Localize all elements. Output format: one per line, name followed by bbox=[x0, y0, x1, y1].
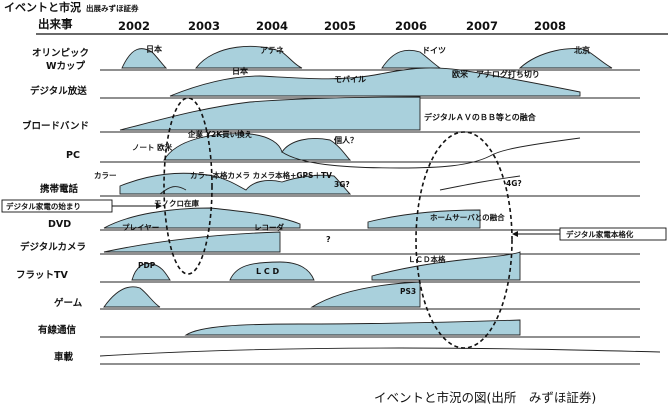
year-label: 2005 bbox=[324, 19, 356, 33]
ellipse-digital-home-start bbox=[163, 97, 213, 275]
row-label-automotive: 車載 bbox=[54, 351, 74, 363]
flat-tv-lcd-full-curve bbox=[371, 251, 521, 281]
flat-tv-pdp-curve bbox=[131, 263, 171, 281]
automotive-line bbox=[99, 347, 661, 357]
row-label-game: ゲーム bbox=[54, 297, 83, 309]
pc-note-label: ノート 欧米 bbox=[132, 142, 173, 152]
year-label: 2003 bbox=[188, 19, 220, 33]
mobile-phone-curve bbox=[119, 172, 352, 195]
phone-4g-label: 4G? bbox=[506, 179, 522, 188]
ellipse-digital-home-full bbox=[415, 131, 513, 349]
dvd-player-curve bbox=[103, 207, 301, 229]
diagram-subtitle: 出展みずほ証券 bbox=[86, 3, 139, 13]
row-label-dvd: DVD bbox=[48, 219, 71, 230]
digital-broadcast-curve bbox=[169, 67, 581, 97]
broadband-curve bbox=[119, 96, 421, 131]
phone-3g-label: 3G? bbox=[334, 180, 350, 189]
year-label: 2007 bbox=[466, 19, 498, 33]
callout-left-arrowhead bbox=[156, 203, 162, 209]
tv-pdp-label: PDP bbox=[138, 261, 156, 270]
dvd-home-curve bbox=[367, 209, 481, 229]
wired-curve bbox=[184, 319, 521, 336]
game-curve-early bbox=[103, 286, 161, 308]
row-label-digital-camera: デジタルカメラ bbox=[20, 241, 86, 253]
digital-japan-label: 日本 bbox=[232, 66, 248, 76]
game-ps3-label: PS3 bbox=[400, 287, 416, 296]
year-label: 2004 bbox=[256, 19, 288, 33]
row-label-worldcup: Wカップ bbox=[46, 60, 85, 72]
phone-mono-label: モノクロ在庫 bbox=[154, 198, 199, 208]
diagram-title: イベントと市況 bbox=[4, 0, 81, 14]
camera-question-label: ? bbox=[326, 235, 331, 244]
row-label-pc: PC bbox=[66, 150, 80, 161]
olympic-2004-label: アテネ bbox=[260, 45, 284, 55]
olympic-hump-2004 bbox=[195, 45, 303, 69]
year-label: 2006 bbox=[395, 19, 427, 33]
flat-tv-lcd-curve bbox=[229, 261, 315, 281]
tv-lcd-label: L C D bbox=[256, 267, 280, 276]
year-label: 2002 bbox=[118, 19, 150, 33]
column-label: 出来事 bbox=[38, 17, 73, 31]
row-label-broadband: ブロードバンド bbox=[22, 120, 89, 132]
broadband-label: デジタルＡＶのＢＢ等との融合 bbox=[424, 112, 537, 122]
callout-right-label: デジタル家電本格化 bbox=[566, 229, 634, 239]
row-label-mobile-phone: 携帯電話 bbox=[40, 183, 79, 195]
diagram-caption: イベントと市況の図(出所 みずほ証券) bbox=[374, 390, 596, 405]
row-label-digital-broadcast: デジタル放送 bbox=[30, 85, 87, 97]
mobile-phone-dip bbox=[159, 186, 187, 195]
pc-trend-line bbox=[281, 137, 581, 169]
olympic-hump-2002 bbox=[121, 48, 168, 69]
olympic-2006-label: ドイツ bbox=[422, 46, 446, 55]
digital-camera-curve bbox=[103, 231, 281, 253]
dvd-recorder-label: レコーダ bbox=[254, 222, 284, 232]
phone-camera-label: カラー本格カメラ カメラ本格+GPS＋TV bbox=[190, 170, 332, 180]
digital-mobile-label: モバイル bbox=[334, 75, 366, 84]
pc-personal-label: 個人？ bbox=[333, 135, 358, 145]
pc-y2k-label: 企業 Y2K買い換え bbox=[187, 129, 252, 139]
dvd-player-label: プレイヤー bbox=[122, 222, 159, 232]
digital-analog-label: 欧米 アナログ打ち切り bbox=[452, 69, 540, 79]
row-label-olympic: オリンピック bbox=[32, 47, 89, 59]
callout-left-label: デジタル家電の始まり bbox=[6, 201, 81, 211]
dvd-home-label: ホームサーバとの融合 bbox=[430, 212, 505, 222]
year-label: 2008 bbox=[534, 19, 566, 33]
callout-right-arrowhead bbox=[512, 231, 518, 237]
row-label-flat-tv: フラットTV bbox=[16, 270, 68, 281]
olympic-hump-2008 bbox=[518, 48, 613, 69]
row-label-wired: 有線通信 bbox=[38, 324, 77, 336]
olympic-hump-2006 bbox=[381, 49, 442, 69]
olympic-2008-label: 北京 bbox=[574, 45, 590, 55]
tv-lcd-full-label: ＬＣＤ本格 bbox=[408, 254, 446, 264]
mobile-phone-trend-line bbox=[439, 175, 521, 191]
phone-color-label: カラー bbox=[94, 171, 117, 180]
olympic-2002-label: 日本 bbox=[146, 44, 162, 54]
